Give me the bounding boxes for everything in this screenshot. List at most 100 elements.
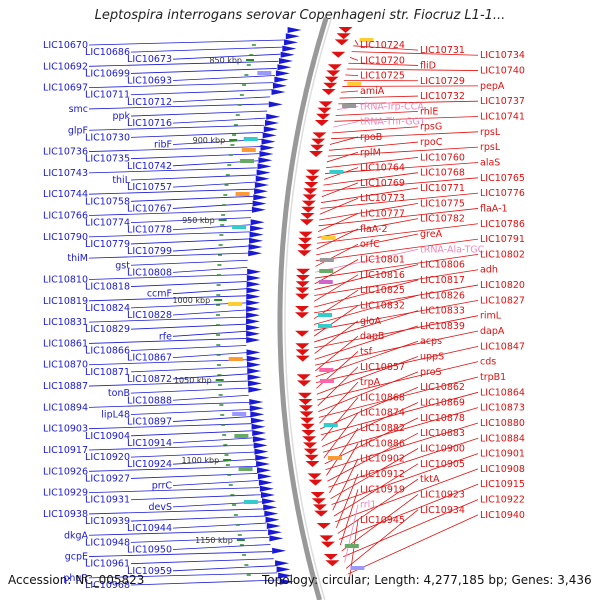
right-gene-label-tsf-60: tsf [360, 346, 373, 357]
reverse-gene-arrow [295, 281, 310, 288]
left-gene-label-ccmf-35: ccmF [147, 289, 172, 300]
right-gene-label-lic10883-76: LIC10883 [420, 428, 465, 439]
reverse-gene-arrow [301, 200, 316, 207]
cog-category-block [319, 368, 334, 372]
forward-gene-arrow [258, 479, 273, 486]
right-callout-line [321, 397, 359, 441]
left-callout-line [88, 60, 279, 67]
cog-category-block [238, 467, 253, 471]
left-callout-line [130, 89, 272, 96]
right-callout-line [345, 74, 359, 77]
forward-gene-arrow [246, 337, 261, 343]
right-gene-label-lic10801-42: LIC10801 [360, 255, 405, 266]
forward-gene-arrow [246, 281, 261, 288]
left-callout-line [130, 217, 252, 224]
right-callout-line [316, 233, 419, 256]
right-callout-line [328, 141, 419, 151]
forward-gene-arrow [249, 231, 264, 238]
left-callout-line [172, 203, 253, 209]
forward-gene-arrow [256, 169, 271, 176]
forward-gene-arrow [259, 485, 274, 492]
left-gene-label-lic10818-34: LIC10818 [85, 282, 130, 293]
cog-category-block [243, 500, 258, 504]
left-callout-line [88, 146, 261, 152]
left-callout-line [130, 473, 258, 479]
forward-gene-arrow [280, 51, 295, 58]
right-callout-line [337, 478, 419, 534]
right-callout-line [347, 514, 479, 575]
left-callout-line [88, 124, 265, 131]
right-gene-label-rpsl-20: rpsL [480, 142, 501, 153]
forward-gene-arrow [246, 355, 261, 362]
reverse-gene-arrow [321, 89, 336, 95]
left-gene-label-ribf-14: ribF [154, 139, 172, 150]
forward-gene-arrow [246, 293, 261, 300]
left-gene-label-lic10959-74: LIC10959 [127, 566, 172, 577]
forward-gene-arrow [256, 467, 271, 474]
reverse-gene-arrow [307, 473, 322, 480]
reverse-gene-arrow [331, 51, 346, 58]
forward-gene-arrow [254, 448, 269, 455]
accession-text: Accession: NC_005823 [8, 573, 145, 587]
left-gene-label-lic10799-29: LIC10799 [127, 246, 172, 257]
right-callout-line [342, 85, 479, 87]
left-callout-line [130, 195, 254, 202]
forward-gene-arrow [276, 566, 291, 573]
cog-category-block [359, 38, 374, 42]
right-callout-line [323, 172, 419, 186]
reverse-gene-arrow [295, 312, 310, 319]
left-gene-label-smc-9: smc [69, 104, 88, 115]
forward-gene-arrow [262, 132, 277, 139]
right-callout-line [314, 310, 419, 343]
right-gene-label-lic10720-3: LIC10720 [360, 55, 405, 66]
left-gene-label-dkga-69: dkgA [64, 530, 89, 541]
left-gene-label-devs-65: devS [148, 502, 172, 513]
forward-gene-arrow [254, 182, 269, 188]
left-gene-label-lic10758-22: LIC10758 [85, 196, 130, 207]
reverse-gene-arrow [296, 268, 311, 275]
left-gene-label-lic10743-18: LIC10743 [43, 168, 88, 179]
right-callout-line [313, 305, 359, 337]
reverse-gene-arrow [301, 206, 316, 213]
left-gene-label-lic10712-8: LIC10712 [127, 97, 172, 108]
right-callout-line [333, 463, 419, 517]
right-callout-line [339, 95, 419, 99]
reverse-gene-arrow [295, 355, 310, 362]
right-gene-label-lic10884-77: LIC10884 [480, 433, 525, 444]
forward-gene-arrow [266, 113, 281, 120]
reverse-gene-arrow [319, 535, 334, 542]
forward-gene-arrow [257, 473, 272, 480]
cog-category-block [228, 302, 243, 306]
forward-gene-arrow [277, 64, 292, 71]
right-callout-line [322, 177, 479, 192]
cog-category-block [344, 544, 359, 548]
right-callout-line [314, 320, 359, 354]
scale-label-5: 1100 kbp [181, 456, 219, 465]
right-gene-label-lic10934-91: LIC10934 [420, 505, 465, 516]
right-gene-label-lic10873-71: LIC10873 [480, 403, 525, 414]
right-gene-label-dapa-56: dapA [480, 326, 505, 337]
right-gene-label-lic10862-67: LIC10862 [420, 382, 465, 393]
left-callout-line [130, 409, 250, 415]
reverse-gene-arrow [300, 423, 315, 430]
left-gene-label-gst-31: gst [115, 260, 130, 271]
forward-gene-arrow [279, 578, 294, 585]
right-gene-label-lic10765-26: LIC10765 [480, 173, 525, 184]
forward-gene-arrow [285, 33, 300, 40]
forward-gene-arrow [261, 138, 276, 145]
forward-gene-arrow [260, 492, 275, 498]
left-callout-line [172, 373, 248, 380]
left-gene-label-lipl48-52: lipL48 [101, 409, 130, 420]
right-callout-line [315, 243, 359, 267]
left-callout-line [130, 46, 283, 53]
left-gene-label-lic10887-48: LIC10887 [43, 381, 88, 392]
backbone-arc [277, 17, 329, 600]
right-callout-line [315, 248, 419, 273]
forward-gene-arrow [268, 529, 283, 536]
right-gene-label-lic10857-63: LIC10857 [360, 362, 405, 373]
backbone-highlight [284, 17, 333, 600]
forward-gene-arrow [255, 454, 270, 461]
scale-label-6: 1150 kbp [195, 536, 233, 545]
right-gene-label-lic10869-70: LIC10869 [420, 398, 465, 409]
right-callout-line [314, 315, 479, 349]
